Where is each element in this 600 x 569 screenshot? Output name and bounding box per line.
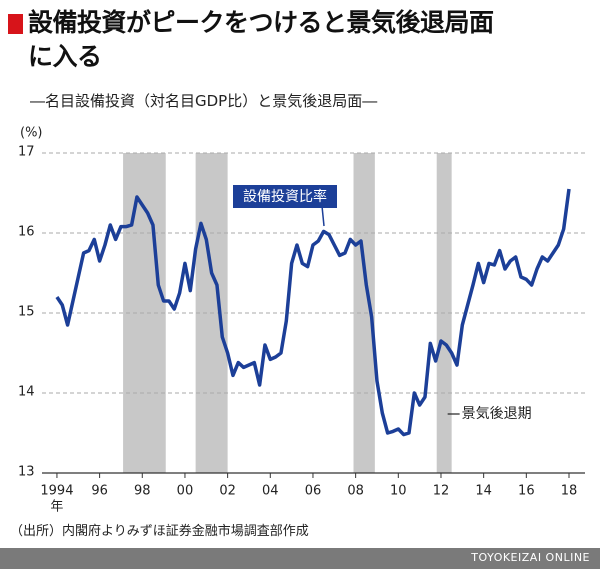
x-tick-label: 06: [305, 484, 322, 499]
x-tick-label: 1994: [40, 484, 73, 499]
x-tick-label: 02: [219, 484, 236, 499]
credit: TOYOKEIZAI ONLINE: [471, 551, 590, 564]
x-tick-label: 98: [134, 484, 151, 499]
series-label-box: [233, 185, 337, 208]
x-tick-label: 16: [518, 484, 535, 499]
x-tick-label: 12: [433, 484, 450, 499]
x-tick-label: 18: [561, 484, 578, 499]
x-tick-label: 04: [262, 484, 279, 499]
y-tick-label: 13: [18, 465, 35, 480]
title-marker: [8, 14, 23, 34]
chart-subtitle: ―名目設備投資（対名目GDP比）と景気後退局面―: [30, 92, 378, 110]
x-tick-label: 00: [177, 484, 194, 499]
y-tick-label: 17: [18, 145, 35, 160]
x-tick-label: 10: [390, 484, 407, 499]
x-tick-label: 96: [91, 484, 108, 499]
x-tick-label: 14: [475, 484, 492, 499]
y-unit: (%): [20, 126, 43, 141]
series-label: 設備投資比率: [243, 188, 327, 205]
data-line: [55, 188, 571, 437]
y-tick-label: 15: [18, 305, 35, 320]
y-tick-label: 16: [18, 225, 35, 240]
x-unit: 年: [50, 500, 63, 515]
y-tick-label: 14: [18, 385, 35, 400]
x-tick-label: 08: [347, 484, 364, 499]
recession-label: 景気後退期: [462, 406, 532, 422]
source-note: （出所）内閣府よりみずほ証券金融市場調査部作成: [10, 524, 309, 539]
label-pointer: [321, 205, 325, 227]
footer-bar: TOYOKEIZAI ONLINE: [0, 548, 600, 569]
chart-title: 設備投資がピークをつけると景気後退局面 に入る: [28, 8, 494, 71]
